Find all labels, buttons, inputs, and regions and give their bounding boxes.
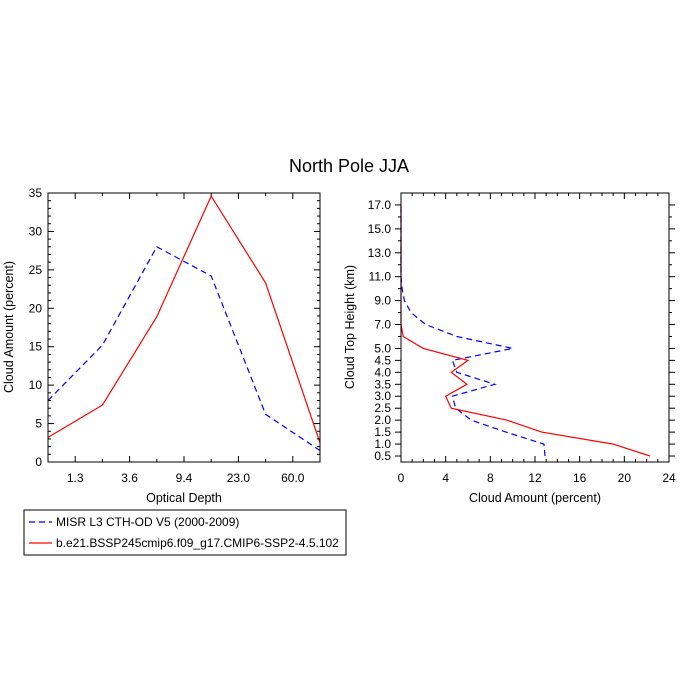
right-y-tick-label: 5.0	[374, 341, 391, 355]
left-x-tick-label: 1.3	[67, 471, 84, 485]
left-y-tick-label: 10	[29, 378, 43, 392]
right-x-tick-label: 12	[528, 471, 542, 485]
legend-label-misr: MISR L3 CTH-OD V5 (2000-2009)	[56, 515, 239, 529]
right-x-tick-label: 24	[662, 471, 676, 485]
left-y-tick-label: 5	[35, 417, 42, 431]
chart-title: North Pole JJA	[289, 156, 409, 176]
left-y-tick-label: 15	[29, 340, 43, 354]
right-y-tick-label: 3.0	[374, 389, 391, 403]
right-y-tick-label: 7.0	[374, 318, 391, 332]
right-y-axis-title: Cloud Top Height (km)	[343, 265, 357, 389]
right-y-tick-label: 17.0	[368, 198, 392, 212]
legend-box	[23, 509, 347, 556]
right-y-tick-label: 4.0	[374, 365, 391, 379]
right-x-axis-title: Cloud Amount (percent)	[469, 491, 601, 505]
right-y-tick-label: 1.0	[374, 437, 391, 451]
legend-label-model: b.e21.BSSP245cmip6.f09_g17.CMIP6-SSP2-4.…	[56, 536, 339, 550]
right-y-tick-label: 15.0	[368, 222, 392, 236]
right-y-tick-label: 3.5	[374, 377, 391, 391]
left-x-tick-label: 3.6	[121, 471, 138, 485]
left-y-tick-label: 0	[35, 455, 42, 469]
right-y-tick-label: 11.0	[369, 270, 392, 284]
right-y-tick-label: 13.0	[368, 246, 392, 260]
right-x-tick-label: 8	[487, 471, 494, 485]
left-x-tick-label: 60.0	[281, 471, 305, 485]
right-y-tick-label: 1.5	[374, 425, 391, 439]
right-y-tick-label: 2.0	[374, 413, 391, 427]
right-y-tick-label: 9.0	[374, 294, 391, 308]
right-x-tick-label: 0	[398, 471, 405, 485]
right-y-tick-label: 2.5	[374, 401, 391, 415]
right-panel: 0.51.01.52.02.53.03.54.04.55.0 7.0 9.0 11.0…	[343, 192, 676, 505]
right-x-tick-label: 20	[618, 471, 632, 485]
left-panel: 0 5 10 15 20 25 30 35 1.3 3.6 9.4 23.0 60.0 Optical …	[2, 186, 321, 505]
left-x-tick-label: 23.0	[227, 471, 251, 485]
left-y-tick-label: 30	[29, 224, 43, 238]
left-x-axis-title: Optical Depth	[146, 491, 222, 505]
right-x-tick-label: 4	[442, 471, 449, 485]
left-y-tick-label: 35	[29, 186, 43, 200]
right-y-tick-label: 0.5	[374, 449, 391, 463]
left-y-axis-title: Cloud Amount (percent)	[2, 261, 16, 393]
left-x-tick-label: 9.4	[176, 471, 193, 485]
right-x-tick-label: 16	[573, 471, 587, 485]
left-y-tick-label: 20	[29, 301, 43, 315]
left-series-model-line	[47, 194, 321, 443]
right-series-misr-line	[400, 205, 546, 457]
left-y-tick-label: 25	[29, 263, 43, 277]
right-series-model-line	[400, 205, 651, 457]
right-plot-frame	[400, 192, 670, 463]
left-plot-frame	[47, 192, 321, 463]
left-series-misr-line	[47, 245, 321, 451]
right-y-tick-label: 4.5	[374, 353, 391, 367]
legend: MISR L3 CTH-OD V5 (2000-2009) b.e21.BSSP…	[23, 509, 347, 556]
